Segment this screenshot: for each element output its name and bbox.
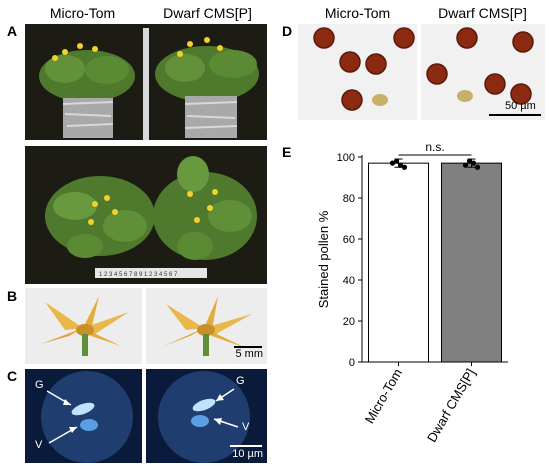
scale-bar-label-c: 10 µm [232, 448, 263, 460]
stained-pollen-dwarf: 50 µm [421, 24, 545, 120]
y-tick-label: 0 [349, 357, 355, 369]
data-point [462, 162, 469, 168]
data-point [470, 160, 477, 166]
bar [441, 162, 502, 363]
header-dwarf-right: Dwarf CMS[P] [438, 5, 527, 21]
data-point [466, 158, 473, 164]
data-point [393, 158, 400, 164]
ruler-digits: 1 2 3 4 5 6 7 8 9 1 2 3 4 5 6 7 [99, 272, 178, 278]
stained-pollen-micro-tom [298, 24, 417, 120]
flower-dwarf-photo: 5 mm [146, 288, 267, 364]
scale-bar-label-b: 5 mm [235, 348, 264, 360]
x-tick-label: Dwarf CMS[P] [424, 366, 478, 445]
data-point [389, 160, 396, 166]
label-generative-2: G [236, 375, 245, 387]
y-tick-label: 40 [343, 275, 355, 287]
flower-micro-tom-photo [25, 288, 142, 364]
panel-label-b: B [7, 288, 18, 304]
panel-label-c: C [7, 368, 18, 384]
header-dwarf-left: Dwarf CMS[P] [163, 5, 252, 21]
plant-side-photo [25, 24, 267, 140]
bar [368, 162, 429, 363]
label-generative: G [35, 379, 44, 391]
y-tick-label: 60 [343, 234, 355, 246]
panel-label-e: E [282, 144, 292, 160]
y-axis-label: Stained pollen % [316, 210, 331, 308]
y-tick-label: 20 [343, 316, 355, 328]
header-micro-tom-right: Micro-Tom [324, 5, 391, 21]
panel-label-a: A [7, 23, 18, 39]
data-point [401, 164, 408, 170]
pollen-fluorescence-dwarf: G V 10 µm [146, 369, 267, 463]
data-point [397, 162, 404, 168]
x-tick-label: Micro-Tom [362, 366, 405, 426]
scale-bar-label-d: 50 µm [505, 100, 536, 112]
stained-pollen-chart: 0 20 40 60 80 100 Stained pollen % Micro-Tom Dwa… [316, 140, 508, 445]
y-tick-label: 80 [343, 193, 355, 205]
plant-top-photo: 1 2 3 4 5 6 7 8 9 1 2 3 4 5 6 7 [25, 146, 267, 284]
header-micro-tom-left: Micro-Tom [49, 5, 116, 21]
pollen-fluorescence-micro-tom: G V [25, 369, 142, 463]
data-point [474, 164, 481, 170]
y-tick-label: 100 [337, 152, 355, 164]
panel-label-d: D [282, 23, 293, 39]
label-vegetative-2: V [242, 421, 250, 433]
significance-label: n.s. [425, 140, 444, 154]
label-vegetative: V [35, 439, 43, 451]
